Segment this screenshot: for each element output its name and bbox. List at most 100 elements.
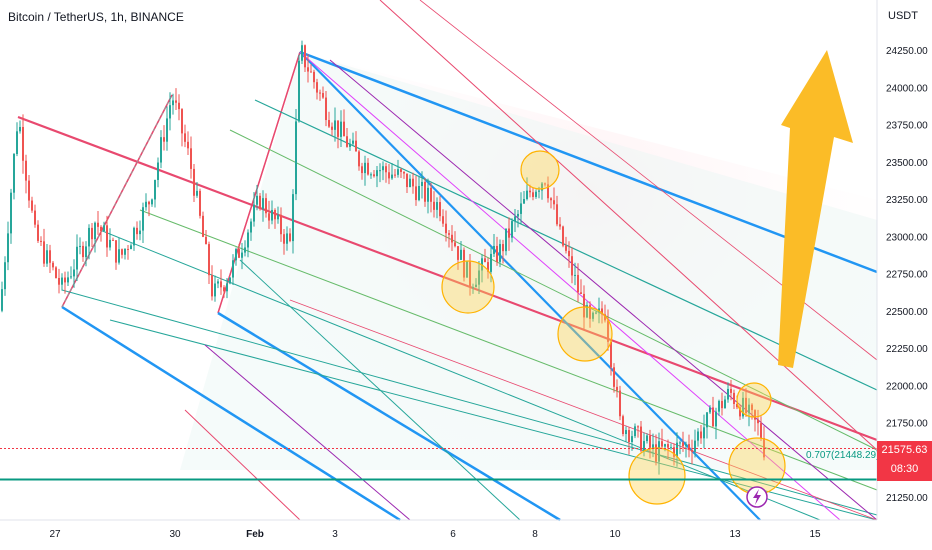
candle-body <box>736 403 738 408</box>
candle-body <box>544 183 546 185</box>
candle-body <box>79 245 81 247</box>
candle-body <box>136 227 138 235</box>
candle-body <box>253 204 255 222</box>
candle-body <box>154 179 156 200</box>
candle-body <box>280 214 282 235</box>
candle-body <box>289 233 291 242</box>
candle-body <box>172 100 174 106</box>
trend-line <box>184 409 301 521</box>
candle-body <box>364 162 366 174</box>
candle-body <box>346 136 348 147</box>
trend-line <box>217 51 301 314</box>
candle-body <box>118 249 120 263</box>
candle-body <box>643 441 645 451</box>
candle-body <box>22 127 24 161</box>
candle-body <box>727 388 729 400</box>
candle-body <box>223 287 225 292</box>
candle-body <box>274 209 276 220</box>
candle-body <box>676 442 678 457</box>
candle-body <box>94 222 96 240</box>
candle-body <box>31 200 33 211</box>
candle-body <box>19 127 21 132</box>
candle-body <box>529 190 531 193</box>
candle-body <box>583 293 585 318</box>
candle-body <box>502 244 504 252</box>
candle-body <box>283 234 285 244</box>
candle-body <box>670 447 672 449</box>
candle-body <box>649 435 651 448</box>
candle-body <box>52 262 54 268</box>
trend-line <box>204 344 411 521</box>
candle-body <box>55 267 57 278</box>
candle-body <box>163 137 165 142</box>
candle-body <box>655 444 657 462</box>
candle-body <box>547 184 549 199</box>
candle-body <box>439 202 441 217</box>
candle-body <box>742 397 744 417</box>
candle-body <box>592 312 594 319</box>
candle-body <box>490 253 492 272</box>
candle-body <box>355 140 357 152</box>
candle-body <box>427 187 429 202</box>
candle-body <box>616 386 618 391</box>
chart-title: Bitcoin / TetherUS, 1h, BINANCE <box>8 10 184 24</box>
lightning-icon[interactable] <box>746 486 768 508</box>
candle-body <box>589 305 591 319</box>
highlight-circle <box>441 260 495 314</box>
candle-body <box>613 367 615 387</box>
candle-body <box>328 120 330 127</box>
y-tick-label: 22500.00 <box>886 307 928 318</box>
candle-body <box>211 275 213 297</box>
candle-body <box>238 249 240 258</box>
candle-body <box>688 444 690 451</box>
candle-body <box>475 284 477 288</box>
candle-body <box>76 246 78 270</box>
candle-body <box>268 213 270 221</box>
candle-body <box>70 276 72 278</box>
candle-body <box>499 244 501 262</box>
candle-body <box>349 143 351 147</box>
candle-body <box>433 201 435 210</box>
candle-body <box>601 308 603 315</box>
candle-body <box>472 287 474 289</box>
x-tick-label: Feb <box>246 529 264 540</box>
candle-body <box>511 221 513 238</box>
candle-body <box>160 137 162 163</box>
candle-body <box>169 105 171 119</box>
candle-body <box>181 109 183 134</box>
trend-line <box>61 289 878 516</box>
candle-body <box>244 247 246 253</box>
candle-body <box>541 183 543 191</box>
candle-body <box>262 198 264 209</box>
candle-body <box>97 222 99 227</box>
candle-body <box>334 120 336 130</box>
highlight-circle <box>736 382 772 418</box>
candle-body <box>412 178 414 187</box>
candle-body <box>493 245 495 254</box>
candle-body <box>208 244 210 276</box>
highlight-circle <box>628 447 686 505</box>
candle-body <box>190 148 192 169</box>
candle-body <box>214 283 216 297</box>
candle-body <box>310 71 312 73</box>
y-tick-label: 24000.00 <box>886 83 928 94</box>
candle-body <box>763 437 765 458</box>
trend-line <box>17 115 878 442</box>
x-tick-label: 8 <box>532 529 538 540</box>
up-arrow <box>778 50 853 368</box>
candle-body <box>217 281 219 284</box>
y-tick-label: 21750.00 <box>886 419 928 430</box>
y-tick-label: 23250.00 <box>886 195 928 206</box>
up-arrow-shape <box>778 50 853 368</box>
highlight-circle <box>728 437 786 495</box>
candle-body <box>667 444 669 448</box>
trend-line <box>139 209 878 491</box>
y-tick-label: 22250.00 <box>886 344 928 355</box>
candle-body <box>106 225 108 248</box>
candle-body <box>388 172 390 179</box>
candle-body <box>61 277 63 285</box>
y-tick-label: 22750.00 <box>886 270 928 281</box>
candle-body <box>436 202 438 210</box>
candle-body <box>532 192 534 197</box>
